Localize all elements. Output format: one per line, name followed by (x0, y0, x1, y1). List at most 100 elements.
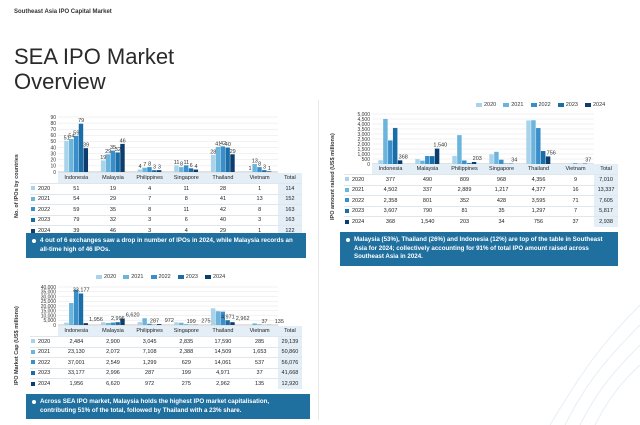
ipo-amount-legend-swatch (557, 103, 564, 107)
market-cap-corner-cell (30, 326, 58, 337)
market-cap-legend-item: 2024 (205, 274, 225, 280)
market-cap-bar (69, 303, 74, 325)
ipo-count-value-cell: 3 (131, 214, 168, 226)
ipo-amount-bar (383, 118, 388, 164)
year-color-swatch (345, 208, 349, 213)
ipo-count-bar (174, 165, 179, 172)
ipo-amount-data-label: 37 (585, 158, 591, 164)
ipo-count-ytick: 70 (50, 127, 56, 133)
market-cap-value-cell: 2,549 (94, 357, 132, 368)
ipo-count-value-cell: 42 (204, 204, 242, 215)
market-cap-data-label: 2,996 (111, 316, 125, 322)
year-color-swatch (31, 381, 35, 386)
ipo-amount-value-cell: 490 (409, 174, 446, 185)
ipo-amount-bar (452, 155, 457, 164)
decorative-wave-lines (549, 304, 640, 425)
ipo-count-category-header: Vietnam (241, 173, 278, 184)
market-cap-value-cell: 6,620 (94, 378, 132, 389)
market-cap-data-label: 2,962 (236, 316, 250, 322)
ipo-amount-ytick: 2,000 (357, 142, 370, 148)
ipo-amount-ytick: 0 (367, 162, 370, 168)
ipo-amount-value-cell: 337 (409, 184, 446, 196)
market-cap-bar (225, 320, 230, 325)
ipo-count-category-header: Philippines (131, 173, 168, 184)
ipo-count-value-cell: 28 (204, 183, 242, 194)
ipo-count-ytick: 90 (50, 115, 56, 121)
market-cap-ytick: 25,000 (41, 299, 57, 305)
market-cap-data-label: 135 (275, 319, 284, 325)
ipo-amount-value-cell: 2,889 (446, 184, 483, 196)
ipo-count-bar (100, 160, 106, 172)
ipo-count-note: 4 out of 6 exchanges saw a drop in numbe… (26, 233, 306, 258)
year-label: 2023 (38, 217, 51, 224)
ipo-count-data-label: 59 (73, 130, 79, 136)
ipo-count-total-cell: 163 (277, 214, 302, 226)
ipo-count-bar (210, 154, 216, 172)
page-title-line1: SEA IPO Market (14, 44, 175, 69)
market-cap-bar (78, 293, 84, 325)
market-cap-legend-item: 2022 (150, 274, 171, 280)
ipo-amount-bar (573, 163, 578, 164)
year-label: 2024 (38, 381, 51, 387)
ipo-count-data-label: 11 (183, 160, 189, 166)
market-cap-value-cell: 1,299 (131, 357, 168, 368)
ipo-amount-data-label: 368 (399, 154, 408, 160)
market-cap-value-cell: 17,590 (204, 336, 242, 347)
ipo-amount-bar (462, 160, 467, 164)
market-cap-legend-label: 2024 (213, 274, 226, 280)
market-cap-category-header: Malaysia (94, 326, 132, 337)
year-color-swatch (345, 177, 349, 182)
ipo-count-bar (257, 167, 262, 172)
ipo-amount-ytick: 500 (362, 157, 371, 163)
ipo-amount-data-label: 34 (511, 158, 517, 164)
market-cap-category-header: Indonesia (58, 326, 95, 337)
ipo-count-value-cell: 4 (131, 183, 168, 194)
ipo-amount-bar (415, 159, 420, 164)
market-cap-value-cell: 14,509 (204, 346, 242, 358)
ipo-amount-data-label: 203 (473, 156, 482, 162)
ipo-amount-value-cell: 809 (446, 174, 483, 185)
market-cap-bar (183, 324, 189, 325)
ipo-amount-ytick: 4,000 (357, 122, 370, 128)
ipo-amount-bar (536, 128, 541, 164)
market-cap-value-cell: 2,835 (167, 336, 205, 347)
ipo-amount-category-header: Malaysia (409, 164, 446, 175)
market-cap-value-cell: 7,108 (131, 346, 168, 358)
market-cap-bar (179, 322, 184, 325)
ipo-count-ytick: 0 (53, 170, 56, 176)
table-row: 2022 2,358 801 352 428 3,595 71 7,605 (344, 195, 618, 206)
ipo-count-value-cell: 39 (58, 225, 95, 236)
market-cap-category-header: Singapore (167, 326, 205, 337)
market-cap-value-cell: 4,971 (204, 367, 242, 379)
ipo-count-value-cell: 29 (204, 225, 242, 236)
ipo-count-value-cell: 4 (167, 225, 205, 236)
ipo-count-data-label: 3 (158, 165, 161, 171)
ipo-count-bar (225, 147, 230, 172)
ipo-count-data-label: 29 (105, 149, 111, 155)
market-cap-note-text: Across SEA IPO market, Malaysia holds th… (40, 398, 270, 414)
market-cap-legend-swatch (96, 275, 102, 279)
ipo-amount-ytick: 3,500 (357, 127, 370, 133)
ipo-amount-bar (425, 155, 430, 164)
ipo-count-ytick: 40 (50, 145, 56, 151)
ipo-amount-value-cell: 352 (446, 195, 483, 206)
ipo-amount-bar (489, 154, 494, 164)
market-cap-data-label: 287 (150, 319, 159, 325)
market-cap-data-label: 33,177 (73, 287, 90, 293)
ipo-amount-ytick: 4,500 (357, 117, 370, 123)
ipo-amount-year-cell: 2021 (344, 184, 372, 196)
ipo-amount-value-cell: 35 (483, 205, 520, 217)
ipo-amount-legend-swatch (585, 103, 591, 107)
ipo-amount-value-cell: 377 (372, 174, 409, 185)
ipo-amount-category-header: Vietnam (557, 164, 594, 175)
ipo-count-data-label: 79 (78, 118, 84, 124)
table-row: 2023 79 32 3 6 40 3 163 (30, 214, 302, 226)
ipo-count-total-cell: 152 (277, 193, 302, 205)
page-title-line2: Overview (14, 69, 106, 94)
market-cap-bar (257, 324, 262, 325)
ipo-amount-bar (457, 135, 462, 164)
ipo-count-value-cell: 79 (58, 214, 95, 226)
market-cap-bar (64, 322, 69, 325)
year-label: 2020 (352, 176, 365, 183)
